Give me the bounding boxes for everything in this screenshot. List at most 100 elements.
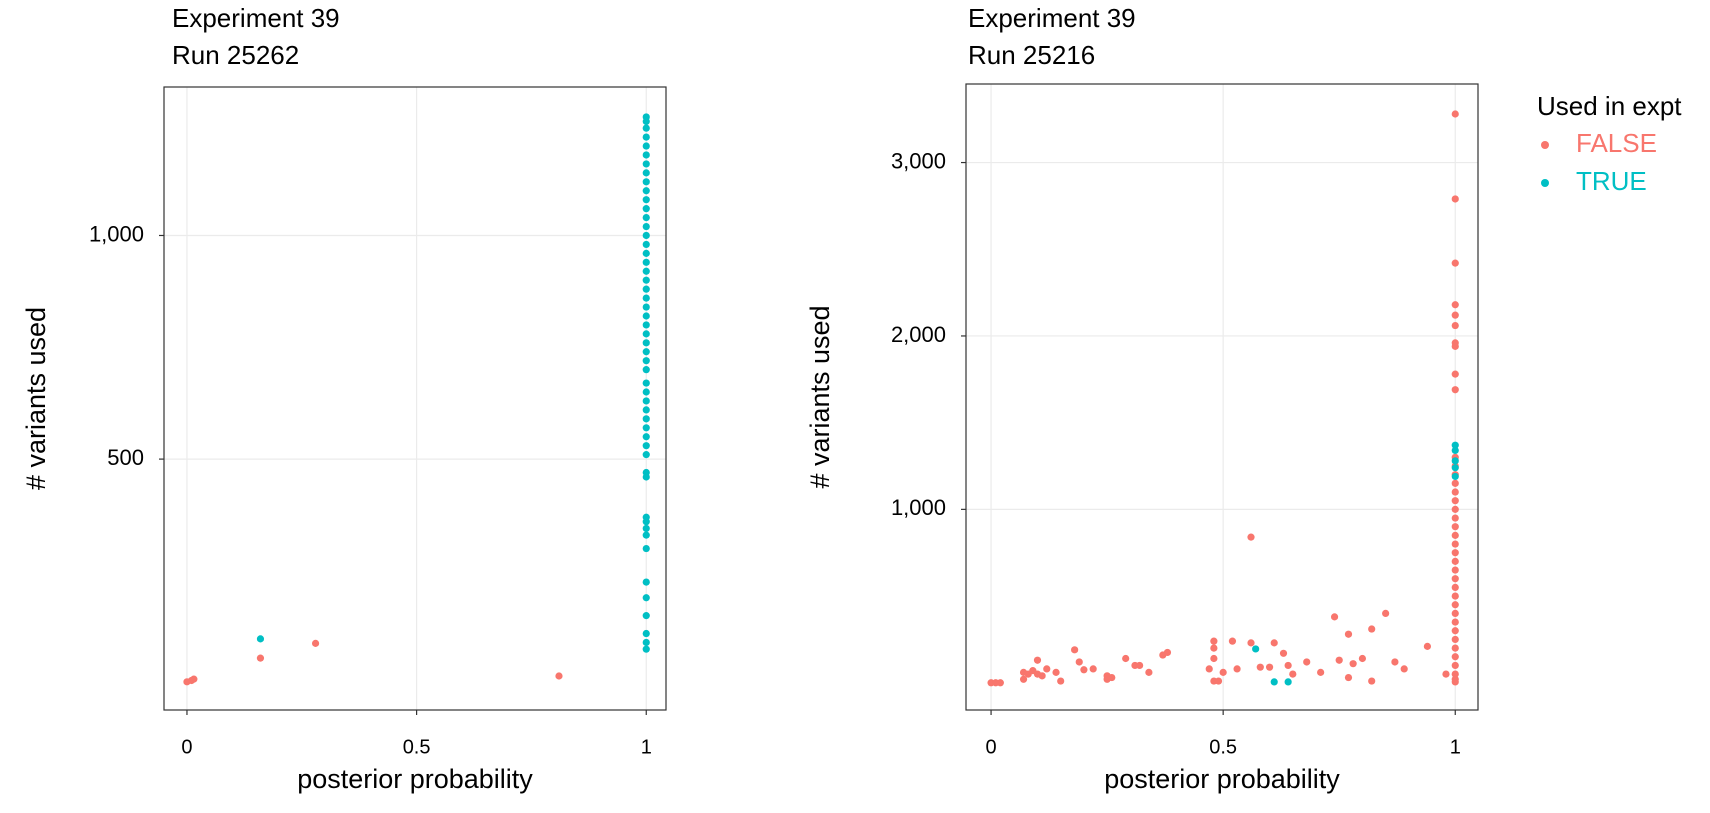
legend-title: Used in expt bbox=[1537, 91, 1682, 121]
point bbox=[642, 339, 650, 347]
point bbox=[642, 196, 650, 204]
point bbox=[1289, 670, 1297, 678]
point bbox=[1423, 642, 1432, 650]
point bbox=[642, 294, 650, 302]
point bbox=[256, 635, 265, 643]
chart-title: Experiment 39 bbox=[968, 3, 1136, 33]
point bbox=[1451, 497, 1459, 505]
point bbox=[1451, 678, 1459, 686]
point bbox=[1382, 609, 1390, 618]
point bbox=[642, 133, 650, 141]
point bbox=[1210, 644, 1218, 652]
point bbox=[642, 513, 650, 521]
point bbox=[1451, 557, 1459, 565]
point bbox=[1108, 673, 1116, 682]
point bbox=[1052, 668, 1060, 676]
point bbox=[1247, 533, 1255, 541]
point bbox=[1270, 639, 1278, 647]
point bbox=[642, 303, 650, 311]
point bbox=[996, 679, 1004, 687]
point bbox=[642, 388, 650, 396]
point bbox=[1303, 658, 1311, 666]
point bbox=[1284, 661, 1292, 670]
point bbox=[1284, 678, 1292, 686]
point bbox=[1451, 472, 1459, 481]
point bbox=[1451, 627, 1459, 635]
legend-marker bbox=[1541, 141, 1549, 149]
x-tick-label: 0 bbox=[181, 736, 192, 758]
point bbox=[1335, 656, 1343, 664]
point bbox=[1451, 618, 1459, 626]
point bbox=[1451, 601, 1459, 609]
point bbox=[1442, 670, 1450, 678]
point bbox=[1279, 649, 1288, 657]
plot-panel bbox=[966, 84, 1478, 710]
point bbox=[1358, 654, 1367, 663]
point bbox=[642, 645, 650, 653]
point bbox=[642, 312, 650, 320]
point bbox=[256, 654, 265, 662]
point bbox=[1256, 663, 1264, 671]
legend-label: TRUE bbox=[1576, 166, 1647, 196]
point bbox=[1219, 668, 1227, 676]
point bbox=[1451, 514, 1459, 522]
point bbox=[1330, 613, 1339, 621]
point bbox=[642, 357, 650, 365]
point bbox=[1451, 370, 1459, 378]
point bbox=[642, 524, 650, 533]
point bbox=[642, 276, 650, 284]
point bbox=[1043, 665, 1051, 673]
point bbox=[1391, 658, 1399, 666]
point bbox=[1247, 639, 1255, 647]
point bbox=[642, 638, 650, 647]
point bbox=[642, 205, 650, 213]
point bbox=[1451, 441, 1459, 449]
legend-marker bbox=[1541, 179, 1549, 187]
point bbox=[642, 267, 650, 275]
point bbox=[1344, 630, 1353, 638]
x-tick-label: 0.5 bbox=[403, 736, 431, 758]
x-tick-label: 0 bbox=[986, 736, 997, 758]
point bbox=[642, 124, 650, 132]
point bbox=[642, 321, 650, 329]
point bbox=[642, 433, 650, 441]
point bbox=[1228, 637, 1237, 645]
chart-subtitle: Run 25262 bbox=[172, 40, 299, 70]
point bbox=[1122, 654, 1130, 663]
point bbox=[1210, 637, 1218, 645]
point bbox=[1451, 661, 1459, 670]
point bbox=[1451, 110, 1459, 118]
point bbox=[1451, 635, 1459, 644]
point bbox=[1080, 666, 1088, 674]
point bbox=[642, 240, 650, 249]
y-tick-label: 3,000 bbox=[891, 148, 946, 173]
point bbox=[311, 639, 320, 647]
panel-border bbox=[163, 86, 667, 711]
point bbox=[1451, 670, 1459, 678]
point bbox=[1451, 575, 1459, 583]
panel-border bbox=[965, 83, 1479, 711]
y-tick-label: 2,000 bbox=[891, 322, 946, 347]
point bbox=[642, 451, 650, 459]
x-tick-label: 0.5 bbox=[1209, 736, 1237, 758]
point bbox=[555, 672, 563, 680]
point bbox=[642, 594, 650, 602]
point bbox=[1451, 479, 1459, 487]
point bbox=[1252, 645, 1260, 653]
point bbox=[642, 578, 650, 586]
point bbox=[1451, 301, 1459, 309]
point bbox=[1451, 259, 1459, 267]
point bbox=[1075, 658, 1083, 666]
point bbox=[642, 612, 650, 620]
point bbox=[1136, 661, 1144, 670]
x-tick-label: 1 bbox=[1450, 736, 1461, 758]
point bbox=[1317, 668, 1325, 676]
y-axis-label: # variants used bbox=[21, 307, 51, 490]
point bbox=[642, 113, 650, 121]
point bbox=[1451, 583, 1459, 592]
point bbox=[642, 249, 650, 257]
point bbox=[1451, 592, 1459, 600]
point bbox=[1019, 675, 1028, 683]
y-tick-label: 1,000 bbox=[89, 221, 144, 246]
